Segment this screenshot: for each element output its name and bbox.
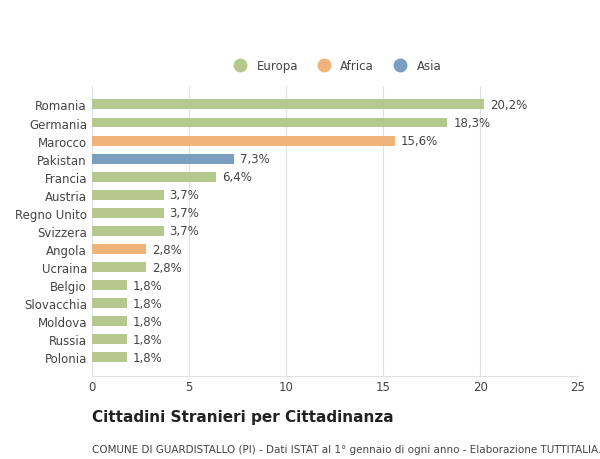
Bar xyxy=(92,280,127,291)
Bar xyxy=(92,226,164,236)
Bar xyxy=(92,118,448,128)
Text: 15,6%: 15,6% xyxy=(401,135,438,148)
Text: 1,8%: 1,8% xyxy=(133,279,163,292)
Text: 1,8%: 1,8% xyxy=(133,351,163,364)
Text: 2,8%: 2,8% xyxy=(152,261,182,274)
Bar xyxy=(92,173,216,182)
Text: 3,7%: 3,7% xyxy=(170,225,199,238)
Text: 3,7%: 3,7% xyxy=(170,207,199,220)
Text: 1,8%: 1,8% xyxy=(133,297,163,310)
Bar xyxy=(92,100,484,110)
Bar xyxy=(92,190,164,200)
Bar xyxy=(92,208,164,218)
Text: 7,3%: 7,3% xyxy=(239,153,269,166)
Bar xyxy=(92,136,395,146)
Bar xyxy=(92,317,127,326)
Bar xyxy=(92,335,127,345)
Text: COMUNE DI GUARDISTALLO (PI) - Dati ISTAT al 1° gennaio di ogni anno - Elaborazio: COMUNE DI GUARDISTALLO (PI) - Dati ISTAT… xyxy=(92,444,600,454)
Text: Cittadini Stranieri per Cittadinanza: Cittadini Stranieri per Cittadinanza xyxy=(92,409,394,425)
Text: 1,8%: 1,8% xyxy=(133,315,163,328)
Bar xyxy=(92,154,233,164)
Legend: Europa, Africa, Asia: Europa, Africa, Asia xyxy=(223,56,446,78)
Text: 18,3%: 18,3% xyxy=(453,117,490,130)
Bar xyxy=(92,299,127,308)
Text: 3,7%: 3,7% xyxy=(170,189,199,202)
Text: 2,8%: 2,8% xyxy=(152,243,182,256)
Text: 6,4%: 6,4% xyxy=(222,171,252,184)
Bar xyxy=(92,263,146,273)
Bar xyxy=(92,353,127,363)
Text: 20,2%: 20,2% xyxy=(490,99,527,112)
Bar xyxy=(92,245,146,254)
Text: 1,8%: 1,8% xyxy=(133,333,163,346)
